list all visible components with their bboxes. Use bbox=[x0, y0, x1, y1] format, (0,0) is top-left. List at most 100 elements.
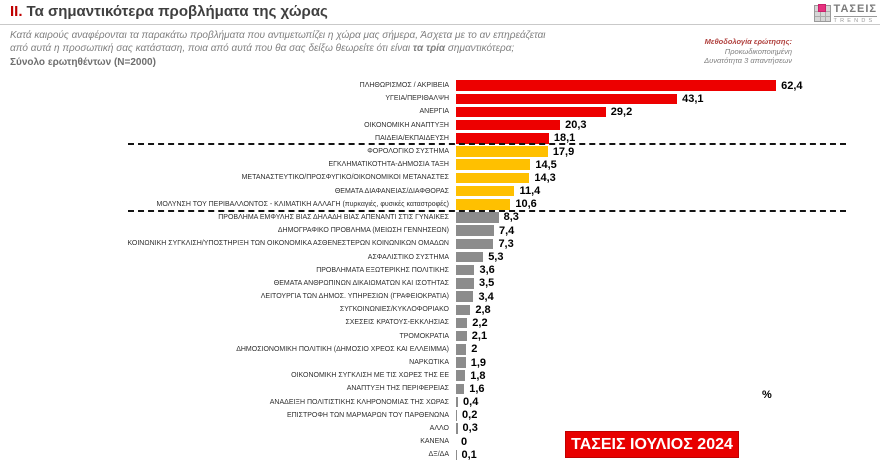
question-line-1: Κατά καιρούς αναφέρονται τα παρακάτω προ… bbox=[10, 30, 546, 41]
bar-track: 29,2 bbox=[456, 105, 632, 118]
bar-label: ΔΗΜΟΓΡΑΦΙΚΟ ΠΡΟΒΛΗΜΑ (ΜΕΙΩΣΗ ΓΕΝΝΗΣΕΩΝ) bbox=[277, 227, 449, 235]
methodology-line-2: Δυνατότητα 3 απαντήσεων bbox=[704, 56, 792, 65]
logo-name: ΤΑΣΕΙΣ bbox=[833, 3, 877, 17]
chart-row: ΚΟΙΝΩΝΙΚΗ ΣΥΓΚΛΙΣΗ/ΥΠΟΣΤΗΡΙΞΗ ΤΩΝ ΟΙΚΟΝΟ… bbox=[0, 237, 880, 250]
taseis-trends-logo: ΤΑΣΕΙΣ TRENDS bbox=[813, 3, 877, 24]
bar-label: ΕΠΙΣΤΡΟΦΗ ΤΩΝ ΜΑΡΜΑΡΩΝ ΤΟΥ ΠΑΡΘΕΝΩΝΑ bbox=[286, 411, 449, 419]
bar-track: 7,3 bbox=[456, 237, 514, 250]
bar-label: ΘΕΜΑΤΑ ΔΙΑΦΑΝΕΙΑΣ/ΔΙΑΦΘΟΡΑΣ bbox=[334, 187, 449, 195]
bar-track: 3,4 bbox=[456, 290, 494, 303]
bar-value: 0,1 bbox=[461, 448, 477, 461]
logo-text: ΤΑΣΕΙΣ TRENDS bbox=[833, 3, 877, 24]
bar-track: 20,3 bbox=[456, 119, 587, 132]
bar-gray bbox=[456, 410, 458, 421]
bar-track: 8,3 bbox=[456, 211, 519, 224]
bar-gray bbox=[456, 225, 494, 236]
bar-value: 3,6 bbox=[479, 264, 495, 277]
logo-grid-icon bbox=[813, 4, 831, 22]
bar-value: 0 bbox=[461, 435, 468, 448]
bar-track: 5,3 bbox=[456, 250, 503, 263]
bar-value: 17,9 bbox=[552, 145, 575, 158]
bar-track: 0 bbox=[456, 435, 467, 448]
bar-chart: ΠΛΗΘΩΡΙΣΜΟΣ / ΑΚΡΙΒΕΙΑ 62,4 ΥΓΕΙΑ/ΠΕΡΙΘΑΛΨ… bbox=[0, 79, 880, 461]
bar-value: 43,1 bbox=[682, 92, 704, 105]
bar-track: 1,9 bbox=[456, 356, 486, 369]
bar-yellow bbox=[456, 159, 531, 170]
chart-row: ΕΠΙΣΤΡΟΦΗ ΤΩΝ ΜΑΡΜΑΡΩΝ ΤΟΥ ΠΑΡΘΕΝΩΝΑ 0,2 bbox=[0, 409, 880, 422]
bar-track: 1,6 bbox=[456, 382, 485, 395]
bar-label: ΜΕΤΑΝΑΣΤΕΥΤΙΚΟ/ΠΡΟΣΦΥΓΙΚΟ/ΟΙΚΟΝΟΜΙΚΟΙ ΜΕ… bbox=[241, 174, 449, 182]
chart-row: ΥΓΕΙΑ/ΠΕΡΙΘΑΛΨΗ 43,1 bbox=[0, 92, 880, 105]
bar-label: ΑΛΛΟ bbox=[429, 424, 449, 432]
logo-pink-square-icon bbox=[817, 4, 826, 12]
bar-red bbox=[456, 119, 561, 131]
bar-label: ΠΡΟΒΛΗΜΑΤΑ ΕΞΩΤΕΡΙΚΗΣ ΠΟΛΙΤΙΚΗΣ bbox=[316, 266, 449, 274]
chart-row: ΑΝΑΔΕΙΞΗ ΠΟΛΙΤΙΣΤΙΚΗΣ ΚΛΗΡΟΝΟΜΙΑΣ ΤΗΣ ΧΩ… bbox=[0, 396, 880, 409]
bar-label: ΛΕΙΤΟΥΡΓΙΑ ΤΩΝ ΔΗΜΟΣ. ΥΠΗΡΕΣΙΩΝ (ΓΡΑΦΕΙΟ… bbox=[260, 293, 449, 301]
percent-unit-label: % bbox=[762, 389, 772, 401]
chart-row: ΑΣΦΑΛΙΣΤΙΚΟ ΣΥΣΤΗΜΑ 5,3 bbox=[0, 250, 880, 263]
bar-label: ΣΥΓΚΟΙΝΩΝΙΕΣ/ΚΥΚΛΟΦΟΡΙΑΚΟ bbox=[339, 306, 449, 314]
chart-row: ΠΑΙΔΕΙΑ/ΕΚΠΑΙΔΕΥΣΗ 18,1 bbox=[0, 132, 880, 145]
bar-value: 8,3 bbox=[503, 211, 519, 224]
bar-label: ΣΧΕΣΕΙΣ ΚΡΑΤΟΥΣ-ΕΚΚΛΗΣΙΑΣ bbox=[345, 319, 449, 327]
bar-value: 1,8 bbox=[470, 369, 486, 382]
bar-value: 2,1 bbox=[471, 330, 488, 343]
section-numeral: II. bbox=[10, 3, 23, 20]
logo-subname: TRENDS bbox=[833, 18, 876, 24]
header-divider bbox=[0, 24, 880, 25]
bar-track: 0,1 bbox=[456, 448, 477, 461]
chart-row: ΕΓΚΛΗΜΑΤΙΚΟΤΗΤΑ-ΔΗΜΟΣΙΑ ΤΑΞΗ 14,5 bbox=[0, 158, 880, 171]
separator-dashed-bottom bbox=[128, 210, 846, 212]
methodology-note: Μεθοδολογία ερώτησης: Προκωδικοποιημένη … bbox=[704, 37, 792, 66]
bar-label: ΑΝΑΔΕΙΞΗ ΠΟΛΙΤΙΣΤΙΚΗΣ ΚΛΗΡΟΝΟΜΙΑΣ ΤΗΣ ΧΩ… bbox=[269, 398, 449, 406]
separator-dashed-top bbox=[128, 143, 846, 145]
bar-track: 0,3 bbox=[456, 422, 478, 435]
chart-row: ΔΗΜΟΓΡΑΦΙΚΟ ΠΡΟΒΛΗΜΑ (ΜΕΙΩΣΗ ΓΕΝΝΗΣΕΩΝ) 7… bbox=[0, 224, 880, 237]
bar-gray bbox=[456, 344, 467, 355]
bar-value: 14,3 bbox=[534, 171, 556, 184]
bar-label: ΜΟΛΥΝΣΗ ΤΟΥ ΠΕΡΙΒΑΛΛΟΝΤΟΣ - ΚΛΙΜΑΤΙΚΗ ΑΛ… bbox=[156, 200, 449, 208]
question-line-2: από αυτά η προσωπική σας κατάσταση, ποια… bbox=[10, 43, 515, 54]
chart-row: ΠΡΟΒΛΗΜΑΤΑ ΕΞΩΤΕΡΙΚΗΣ ΠΟΛΙΤΙΚΗΣ 3,6 bbox=[0, 264, 880, 277]
methodology-line-1: Προκωδικοποιημένη bbox=[724, 46, 792, 56]
bar-label: ΚΟΙΝΩΝΙΚΗ ΣΥΓΚΛΙΣΗ/ΥΠΟΣΤΗΡΙΞΗ ΤΩΝ ΟΙΚΟΝΟ… bbox=[127, 240, 449, 248]
bar-track: 0,4 bbox=[456, 396, 478, 409]
bar-value: 3,5 bbox=[478, 277, 495, 290]
bar-track: 2,1 bbox=[456, 330, 487, 343]
chart-row: ΑΝΑΠΤΥΞΗ ΤΗΣ ΠΕΡΙΦΕΡΕΙΑΣ 1,6 bbox=[0, 382, 880, 395]
bar-track: 14,3 bbox=[456, 171, 556, 184]
bar-value: 0,4 bbox=[463, 396, 479, 409]
bar-value: 7,4 bbox=[498, 224, 515, 237]
chart-row: ΟΙΚΟΝΟΜΙΚΗ ΣΥΓΚΛΙΣΗ ΜΕ ΤΙΣ ΧΩΡΕΣ ΤΗΣ ΕΕ 1… bbox=[0, 369, 880, 382]
bar-track: 2 bbox=[456, 343, 477, 356]
bar-track: 10,6 bbox=[456, 198, 537, 211]
chart-row: ΜΟΛΥΝΣΗ ΤΟΥ ΠΕΡΙΒΑΛΛΟΝΤΟΣ - ΚΛΙΜΑΤΙΚΗ ΑΛ… bbox=[0, 198, 880, 211]
chart-row: ΜΕΤΑΝΑΣΤΕΥΤΙΚΟ/ΠΡΟΣΦΥΓΙΚΟ/ΟΙΚΟΝΟΜΙΚΟΙ ΜΕ… bbox=[0, 171, 880, 184]
bar-label: ΑΝΕΡΓΙΑ bbox=[419, 108, 449, 116]
chart-row: ΣΧΕΣΕΙΣ ΚΡΑΤΟΥΣ-ΕΚΚΛΗΣΙΑΣ 2,2 bbox=[0, 316, 880, 329]
chart-row: ΤΡΟΜΟΚΡΑΤΙΑ 2,1 bbox=[0, 330, 880, 343]
bar-yellow bbox=[456, 185, 515, 197]
bar-label: ΟΙΚΟΝΟΜΙΚΗ ΑΝΑΠΤΥΞΗ bbox=[364, 121, 449, 129]
bar-label: ΥΓΕΙΑ/ΠΕΡΙΘΑΛΨΗ bbox=[385, 95, 449, 103]
bar-label: ΠΑΙΔΕΙΑ/ΕΚΠΑΙΔΕΥΣΗ bbox=[375, 134, 449, 142]
bar-gray bbox=[456, 251, 484, 263]
bar-yellow bbox=[456, 172, 530, 184]
bar-gray bbox=[456, 357, 466, 368]
bar-red bbox=[456, 93, 678, 105]
bar-track: 43,1 bbox=[456, 92, 704, 105]
bar-value: 7,3 bbox=[498, 237, 514, 250]
bar-label: ΤΡΟΜΟΚΡΑΤΙΑ bbox=[399, 332, 449, 340]
bar-gray bbox=[456, 278, 474, 289]
bar-track: 1,8 bbox=[456, 369, 486, 382]
bar-gray bbox=[456, 370, 466, 381]
bar-track: 3,5 bbox=[456, 277, 494, 290]
chart-row: ΘΕΜΑΤΑ ΑΝΘΡΩΠΙΝΩΝ ΔΙΚΑΙΩΜΑΤΩΝ ΚΑΙ ΙΣΟΤΗΤ… bbox=[0, 277, 880, 290]
bar-label: ΚΑΝΕΝΑ bbox=[420, 438, 449, 446]
chart-row: ΚΑΝΕΝΑ 0 bbox=[0, 435, 880, 448]
bar-value: 2,2 bbox=[472, 316, 488, 329]
bar-track: 2,2 bbox=[456, 316, 488, 329]
bar-track: 18,1 bbox=[456, 132, 575, 145]
